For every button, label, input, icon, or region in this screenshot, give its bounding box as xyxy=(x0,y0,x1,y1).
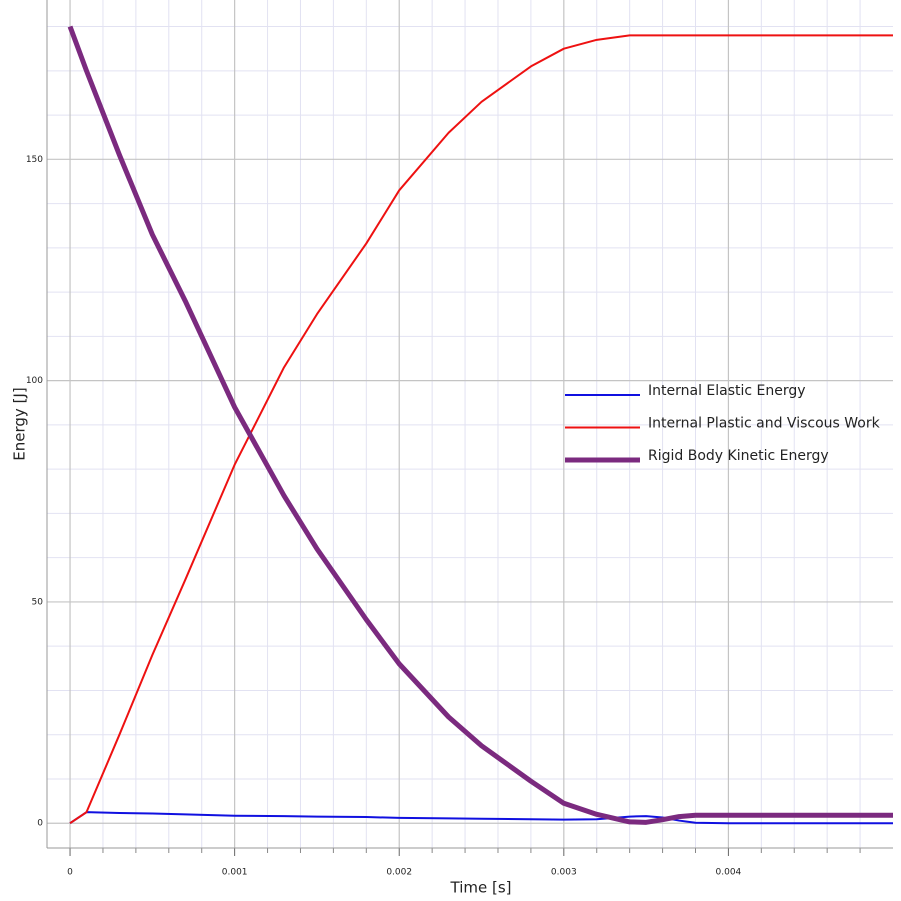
series-line xyxy=(67,25,893,825)
x-axis-label: Time [s] xyxy=(450,879,512,897)
x-tick-label: 0 xyxy=(67,868,73,878)
x-tick-label: 0.004 xyxy=(716,868,742,878)
x-tick-label: 0.002 xyxy=(386,868,412,878)
legend-label: Internal Plastic and Viscous Work xyxy=(648,416,881,432)
series-line xyxy=(69,811,893,825)
y-tick-label: 50 xyxy=(32,597,44,607)
y-tick-label: 100 xyxy=(26,376,43,386)
series-line xyxy=(69,34,893,825)
y-axis-label: Energy [J] xyxy=(11,387,29,460)
x-tick-label: 0.003 xyxy=(551,868,577,878)
x-tick-label: 0.001 xyxy=(222,868,248,878)
legend-label: Internal Elastic Energy xyxy=(648,383,806,399)
y-tick-label: 0 xyxy=(37,819,43,829)
legend-label: Rigid Body Kinetic Energy xyxy=(648,448,829,464)
y-tick-label: 150 xyxy=(26,155,43,165)
